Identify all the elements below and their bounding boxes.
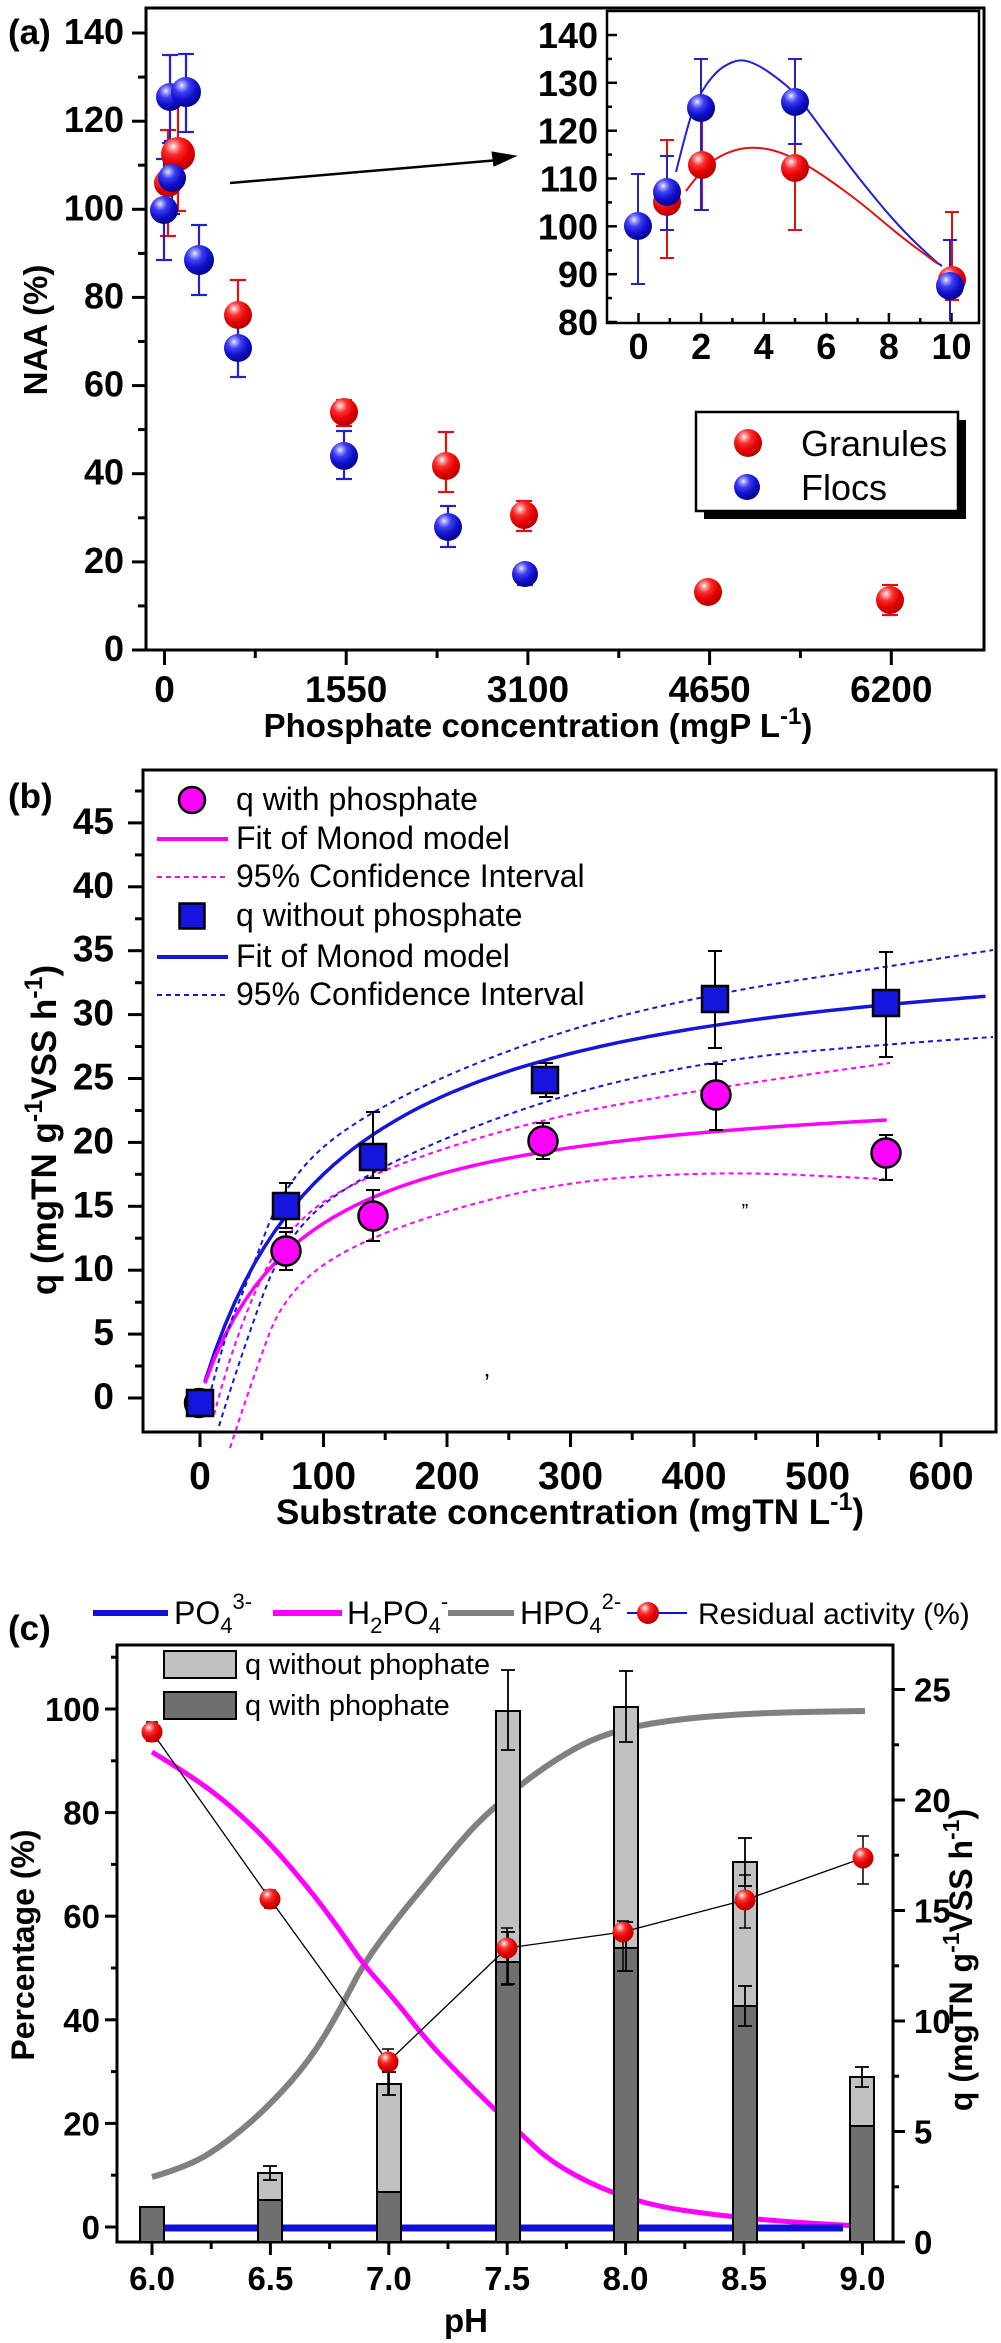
svg-text:6.0: 6.0 bbox=[129, 2260, 175, 2297]
svg-text:300: 300 bbox=[538, 1455, 603, 1498]
svg-text:7.0: 7.0 bbox=[366, 2260, 412, 2297]
svg-text:q without phosphate: q without phosphate bbox=[236, 897, 522, 933]
svg-text:80: 80 bbox=[558, 302, 598, 343]
svg-text:35: 35 bbox=[73, 929, 114, 970]
svg-text:10: 10 bbox=[914, 2003, 951, 2040]
svg-text:100: 100 bbox=[291, 1455, 356, 1498]
svg-text:6: 6 bbox=[816, 326, 836, 367]
svg-text:4650: 4650 bbox=[668, 669, 750, 710]
svg-text:80: 80 bbox=[84, 275, 124, 316]
svg-text:Percentage (%): Percentage (%) bbox=[5, 1829, 41, 2060]
svg-text:7.5: 7.5 bbox=[484, 2260, 530, 2297]
svg-text:140: 140 bbox=[538, 15, 598, 56]
svg-text:120: 120 bbox=[64, 99, 124, 140]
svg-text:8.0: 8.0 bbox=[603, 2260, 649, 2297]
svg-text:45: 45 bbox=[73, 801, 114, 842]
svg-text:0: 0 bbox=[914, 2224, 932, 2261]
svg-text:8.5: 8.5 bbox=[721, 2260, 767, 2297]
svg-text:40: 40 bbox=[63, 2002, 100, 2039]
svg-text:130: 130 bbox=[538, 63, 598, 104]
svg-text:10: 10 bbox=[931, 326, 971, 367]
svg-text:9.0: 9.0 bbox=[839, 2260, 885, 2297]
svg-text:90: 90 bbox=[558, 254, 598, 295]
svg-text:20: 20 bbox=[914, 1782, 951, 1819]
svg-text:110: 110 bbox=[540, 159, 598, 200]
svg-text:”: ” bbox=[742, 1201, 749, 1223]
svg-text:0: 0 bbox=[104, 628, 124, 669]
svg-text:600: 600 bbox=[908, 1455, 973, 1498]
svg-text:HPO42-: HPO42- bbox=[520, 1589, 621, 1638]
svg-text:140: 140 bbox=[64, 11, 124, 52]
svg-text:3100: 3100 bbox=[487, 669, 569, 710]
svg-text:Flocs: Flocs bbox=[801, 467, 887, 508]
svg-text:’: ’ bbox=[484, 1368, 490, 1398]
svg-text:pH: pH bbox=[444, 2302, 488, 2339]
svg-text:100: 100 bbox=[64, 187, 124, 228]
svg-text:8: 8 bbox=[879, 326, 899, 367]
svg-text:Phosphate concentration (mgP L: Phosphate concentration (mgP L-1) bbox=[264, 703, 813, 744]
svg-text:60: 60 bbox=[84, 364, 124, 405]
svg-text:(b): (b) bbox=[8, 777, 53, 816]
svg-text:0: 0 bbox=[628, 326, 648, 367]
svg-text:30: 30 bbox=[73, 993, 114, 1034]
svg-text:4: 4 bbox=[754, 326, 774, 367]
svg-text:95% Confidence Interval: 95% Confidence Interval bbox=[236, 976, 585, 1012]
svg-text:20: 20 bbox=[84, 540, 124, 581]
svg-text:(c): (c) bbox=[8, 1609, 51, 1648]
svg-text:25: 25 bbox=[73, 1057, 114, 1098]
svg-text:60: 60 bbox=[63, 1898, 100, 1935]
svg-text:Fit of Monod model: Fit of Monod model bbox=[236, 938, 510, 974]
svg-text:0: 0 bbox=[189, 1455, 211, 1498]
svg-text:q (mgTN g-1VSS h-1): q (mgTN g-1VSS h-1) bbox=[20, 965, 64, 1295]
svg-text:200: 200 bbox=[414, 1455, 479, 1498]
svg-text:10: 10 bbox=[73, 1248, 114, 1289]
svg-text:2: 2 bbox=[691, 326, 711, 367]
svg-text:1550: 1550 bbox=[305, 669, 387, 710]
svg-text:q with phophate: q with phophate bbox=[245, 1690, 450, 1722]
svg-text:100: 100 bbox=[45, 1691, 100, 1728]
svg-text:25: 25 bbox=[914, 1672, 951, 1709]
svg-text:0: 0 bbox=[82, 2209, 100, 2246]
svg-text:15: 15 bbox=[73, 1184, 114, 1225]
svg-text:0: 0 bbox=[154, 669, 175, 710]
svg-text:5: 5 bbox=[914, 2114, 932, 2151]
svg-text:q (mgTN g-1VSS h-1): q (mgTN g-1VSS h-1) bbox=[938, 1809, 979, 2111]
svg-text:0: 0 bbox=[93, 1376, 114, 1417]
svg-text:80: 80 bbox=[63, 1795, 100, 1832]
svg-text:15: 15 bbox=[914, 1893, 951, 1930]
svg-text:6.5: 6.5 bbox=[247, 2260, 293, 2297]
svg-text:Residual activity (%): Residual activity (%) bbox=[698, 1598, 970, 1631]
svg-text:Granules: Granules bbox=[801, 423, 947, 464]
svg-text:120: 120 bbox=[538, 111, 598, 152]
svg-text:(a): (a) bbox=[8, 13, 51, 52]
svg-text:Fit of Monod model: Fit of Monod model bbox=[236, 820, 510, 856]
svg-text:20: 20 bbox=[63, 2105, 100, 2142]
svg-text:40: 40 bbox=[73, 865, 114, 906]
svg-text:100: 100 bbox=[538, 206, 598, 247]
svg-text:40: 40 bbox=[84, 452, 124, 493]
svg-text:q with phosphate: q with phosphate bbox=[236, 781, 478, 817]
svg-text:NAA (%): NAA (%) bbox=[17, 265, 54, 396]
svg-text:Substrate concentration (mgTN: Substrate concentration (mgTN L-1) bbox=[276, 1488, 864, 1532]
svg-text:95% Confidence Interval: 95% Confidence Interval bbox=[236, 858, 585, 894]
svg-text:20: 20 bbox=[73, 1120, 114, 1161]
svg-text:q without phophate: q without phophate bbox=[245, 1649, 490, 1681]
svg-text:6200: 6200 bbox=[850, 669, 932, 710]
svg-text:5: 5 bbox=[93, 1312, 114, 1353]
svg-text:400: 400 bbox=[661, 1455, 726, 1498]
svg-text:500: 500 bbox=[785, 1455, 850, 1498]
